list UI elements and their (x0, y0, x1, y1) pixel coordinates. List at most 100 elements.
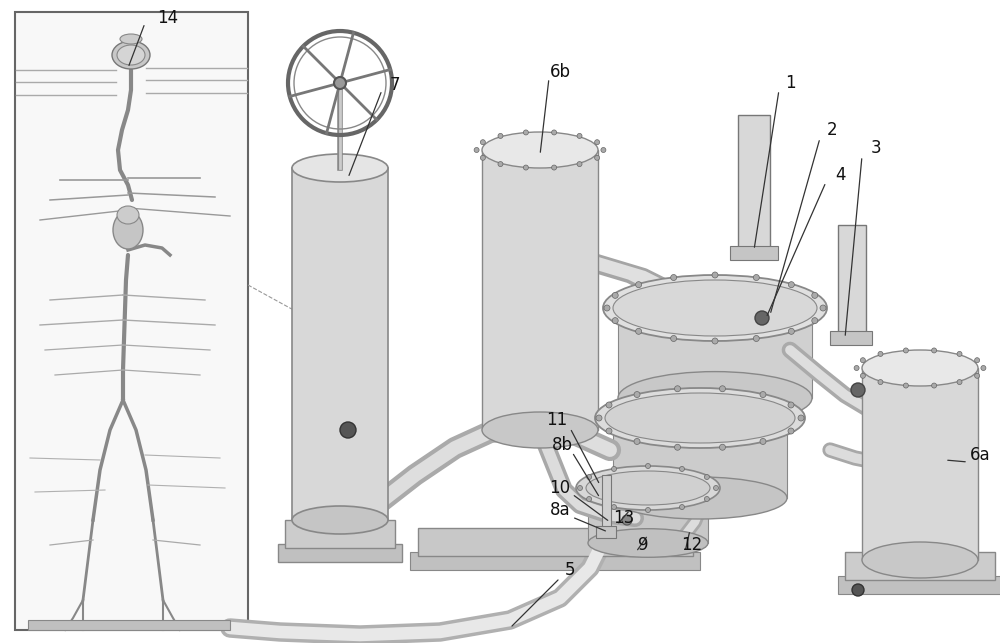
Circle shape (719, 386, 725, 392)
Circle shape (523, 165, 528, 170)
Circle shape (634, 439, 640, 444)
Ellipse shape (595, 388, 805, 448)
Circle shape (878, 352, 883, 356)
Circle shape (788, 329, 794, 334)
Bar (28, 620, 230, 630)
Circle shape (552, 165, 557, 170)
Text: 9: 9 (638, 536, 648, 554)
Circle shape (595, 140, 600, 145)
Bar (15, 12, 248, 630)
Bar (482, 150, 598, 430)
Circle shape (498, 134, 503, 138)
Circle shape (760, 439, 766, 444)
Bar (278, 544, 402, 562)
Text: 3: 3 (871, 139, 881, 157)
Circle shape (552, 130, 557, 135)
Ellipse shape (605, 393, 795, 443)
Text: 4: 4 (835, 166, 845, 184)
Ellipse shape (482, 412, 598, 448)
Circle shape (646, 464, 650, 469)
Ellipse shape (113, 211, 143, 249)
Bar (410, 552, 700, 570)
Text: 11: 11 (546, 411, 568, 429)
Circle shape (932, 348, 937, 353)
Circle shape (595, 156, 600, 160)
Circle shape (604, 305, 610, 311)
Circle shape (753, 336, 759, 341)
Ellipse shape (117, 45, 145, 65)
Ellipse shape (292, 506, 388, 534)
Circle shape (646, 507, 650, 512)
Text: 5: 5 (565, 561, 575, 579)
Circle shape (480, 156, 485, 160)
Circle shape (577, 161, 582, 167)
Text: 6b: 6b (550, 63, 570, 81)
Circle shape (788, 402, 794, 408)
Circle shape (634, 392, 640, 397)
Circle shape (636, 329, 642, 334)
Circle shape (788, 282, 794, 287)
Ellipse shape (862, 542, 978, 578)
Text: 8b: 8b (552, 436, 572, 454)
Ellipse shape (120, 34, 142, 44)
Circle shape (480, 140, 485, 145)
Circle shape (612, 318, 618, 323)
Circle shape (636, 282, 642, 287)
Polygon shape (613, 418, 787, 498)
Circle shape (498, 161, 503, 167)
Circle shape (820, 305, 826, 311)
Circle shape (975, 358, 980, 363)
Ellipse shape (613, 280, 817, 336)
Bar (862, 368, 978, 560)
Circle shape (719, 444, 725, 450)
Ellipse shape (576, 466, 720, 510)
Circle shape (523, 130, 528, 135)
Circle shape (606, 428, 612, 434)
Circle shape (852, 584, 864, 596)
Text: 6a: 6a (970, 446, 990, 464)
Circle shape (601, 147, 606, 152)
Bar (292, 168, 388, 520)
Text: 10: 10 (549, 479, 571, 497)
Circle shape (932, 383, 937, 388)
Circle shape (612, 505, 616, 509)
Circle shape (612, 293, 618, 298)
Circle shape (714, 485, 718, 491)
Bar (285, 520, 395, 548)
Circle shape (671, 275, 677, 280)
Bar (418, 528, 693, 556)
Circle shape (671, 336, 677, 341)
Bar (738, 115, 770, 250)
Text: 2: 2 (827, 121, 837, 139)
Circle shape (957, 379, 962, 385)
Circle shape (812, 293, 818, 298)
Bar (596, 526, 616, 538)
Circle shape (587, 496, 592, 502)
Circle shape (596, 415, 602, 421)
Circle shape (578, 485, 582, 491)
Bar (602, 475, 611, 530)
Circle shape (812, 318, 818, 323)
Circle shape (675, 444, 681, 450)
Circle shape (606, 402, 612, 408)
Text: 14: 14 (157, 9, 179, 27)
Circle shape (755, 311, 769, 325)
Circle shape (704, 475, 709, 480)
Circle shape (860, 358, 865, 363)
Bar (845, 552, 995, 580)
Circle shape (798, 415, 804, 421)
Circle shape (680, 505, 684, 509)
Polygon shape (618, 308, 812, 398)
Circle shape (712, 272, 718, 278)
Bar (838, 225, 866, 335)
Circle shape (680, 466, 684, 471)
Circle shape (622, 515, 632, 525)
Ellipse shape (586, 471, 710, 505)
Circle shape (675, 386, 681, 392)
Circle shape (587, 475, 592, 480)
Text: 7: 7 (390, 76, 400, 94)
Circle shape (340, 422, 356, 438)
Text: 1: 1 (785, 74, 795, 92)
Circle shape (788, 428, 794, 434)
Circle shape (903, 383, 908, 388)
